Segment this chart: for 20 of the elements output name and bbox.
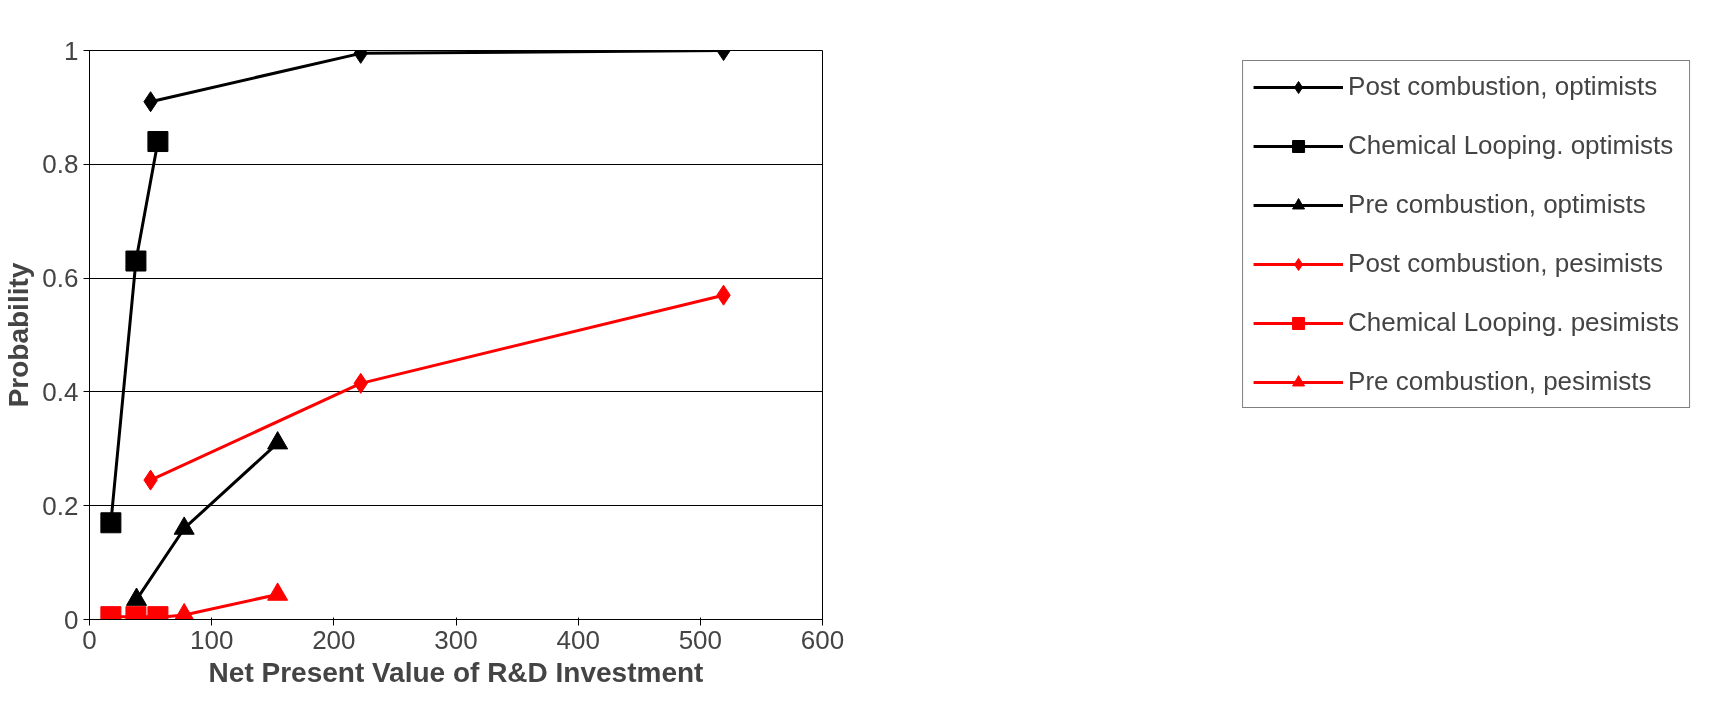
- x-tick-label: 100: [189, 624, 234, 655]
- y-tick-label: 0.8: [42, 149, 79, 180]
- legend-label: Post combustion, optimists: [1348, 71, 1658, 102]
- x-tick-label: 500: [678, 624, 723, 655]
- x-tick-label: 200: [312, 624, 356, 655]
- legend-label: Chemical Looping. pesimists: [1348, 307, 1679, 338]
- y-tick-label: 0.6: [42, 263, 79, 294]
- y-tick-label: 0: [64, 604, 79, 635]
- y-tick-label: 0.2: [42, 490, 79, 521]
- legend-label: Chemical Looping. optimists: [1348, 130, 1674, 161]
- legend-label: Pre combustion, pesimists: [1348, 366, 1652, 397]
- x-axis-title: Net Present Value of R&D Investment: [208, 656, 704, 688]
- y-axis-title: Probability: [3, 262, 35, 408]
- x-tick-label: 300: [434, 624, 478, 655]
- legend-label: Pre combustion, optimists: [1348, 189, 1646, 220]
- y-tick-label: 0.4: [42, 376, 79, 407]
- y-tick-label: 1: [64, 35, 79, 66]
- legend-label: Post combustion, pesimists: [1348, 248, 1664, 279]
- x-tick-label: 400: [556, 624, 600, 655]
- x-tick-label: 600: [800, 624, 845, 655]
